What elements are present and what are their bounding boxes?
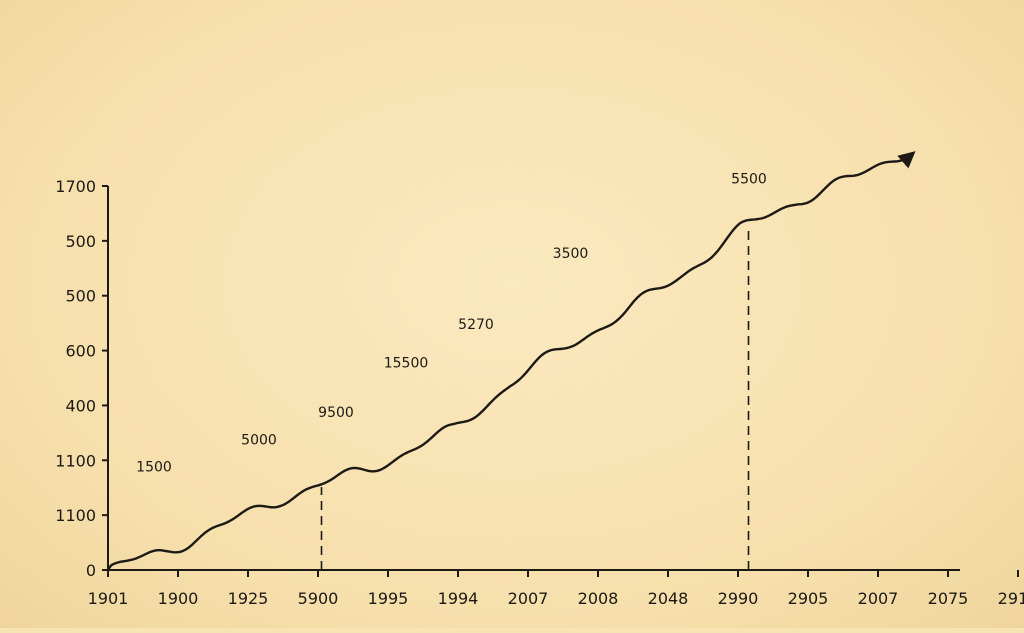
reference-lines xyxy=(320,227,750,570)
x-tick-label: 2990 xyxy=(718,589,759,608)
data-label: 1500 xyxy=(136,460,172,476)
data-label: 5500 xyxy=(731,172,767,188)
x-tick-label: 2075 xyxy=(928,589,969,608)
x-tick-label: 2910 xyxy=(998,589,1024,608)
y-tick-label: 1100 xyxy=(55,451,96,470)
y-tick-label: 500 xyxy=(65,287,96,306)
y-tick-label: 500 xyxy=(65,232,96,251)
x-tick-label: 1925 xyxy=(228,589,269,608)
x-tick-label: 1995 xyxy=(368,589,409,608)
data-label: 15500 xyxy=(384,355,429,371)
y-tick-label: 1700 xyxy=(55,177,96,196)
data-label: 5000 xyxy=(241,432,277,448)
data-labels: 1500 5000 9500 15500 5270 3500 5500 xyxy=(136,172,767,476)
x-tick-label: 5900 xyxy=(298,589,339,608)
data-label: 3500 xyxy=(553,246,589,262)
y-tick-label: 600 xyxy=(65,342,96,361)
series-line xyxy=(106,151,916,572)
series-layer xyxy=(106,151,916,572)
x-tick-label: 2008 xyxy=(578,589,619,608)
x-tick-label: 2007 xyxy=(858,589,899,608)
data-label: 5270 xyxy=(458,317,494,333)
x-tick-label: 1900 xyxy=(158,589,199,608)
chart-axes: 0 1100 1100 400 600 500 500 1700 1901 1900 1925 590… xyxy=(55,177,1024,608)
y-tick-label: 1100 xyxy=(55,506,96,525)
y-tick-label: 0 xyxy=(86,561,96,580)
x-tick-label: 2007 xyxy=(508,589,549,608)
x-tick-label: 1901 xyxy=(88,589,129,608)
x-tick-label: 1994 xyxy=(438,589,479,608)
x-tick-label: 2048 xyxy=(648,589,689,608)
data-label: 9500 xyxy=(318,405,354,421)
x-tick-label: 2905 xyxy=(788,589,829,608)
y-tick-label: 400 xyxy=(65,396,96,415)
